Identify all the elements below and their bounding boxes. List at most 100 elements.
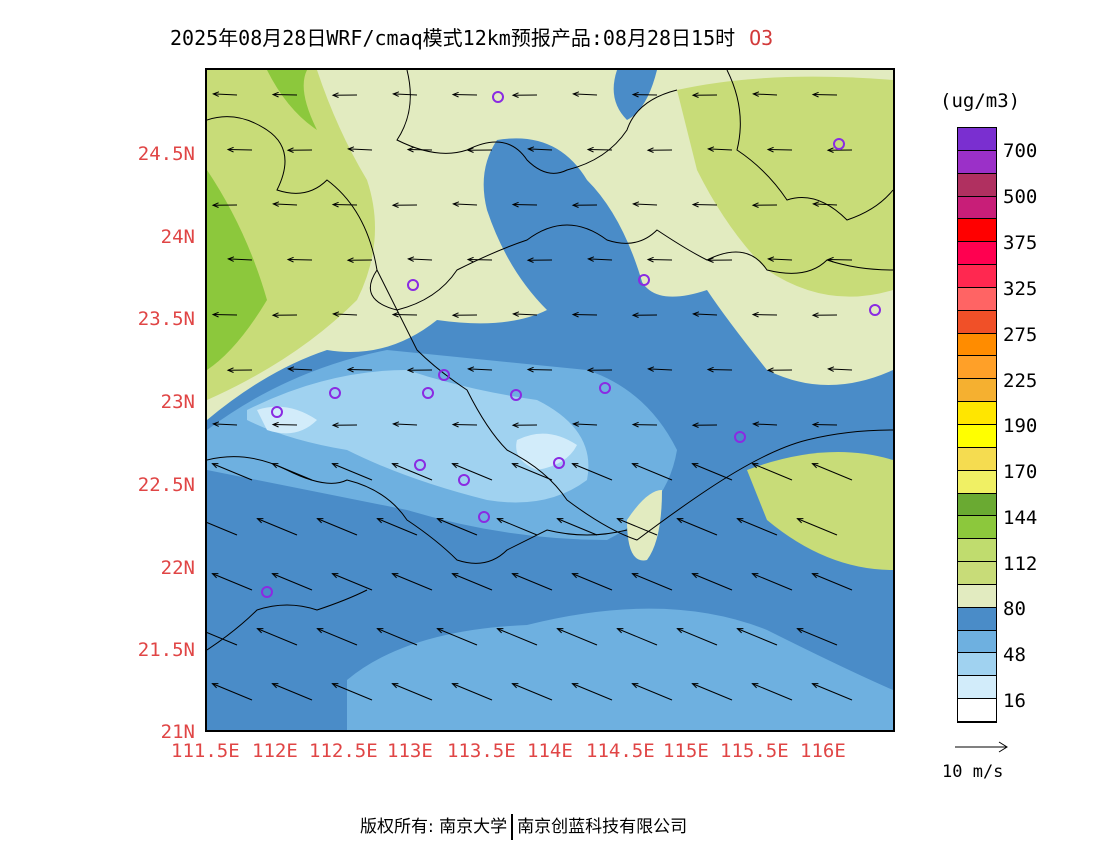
wind-arrow-icon: [271, 683, 313, 701]
lon-label: 111.5E: [171, 740, 240, 762]
wind-arrow-icon: [526, 257, 553, 263]
color-scale-segment: [958, 493, 996, 517]
wind-arrow-icon: [707, 146, 733, 152]
wind-arrow-icon: [511, 573, 553, 591]
wind-arrow-icon: [812, 201, 838, 207]
station-marker-icon: [599, 382, 611, 394]
wind-arrow-icon: [376, 628, 418, 646]
wind-arrow-icon: [451, 421, 478, 428]
color-scale-label: 275: [1003, 324, 1038, 346]
wind-arrow-icon: [616, 628, 658, 646]
color-scale-segment: [958, 196, 996, 220]
color-scale-segment: [958, 676, 996, 700]
wind-arrow-icon: [631, 683, 673, 701]
color-scale-label: 190: [1003, 415, 1038, 437]
wind-arrow-icon: [212, 91, 238, 97]
wind-arrow-icon: [616, 518, 658, 536]
company-name: 南京创蓝科技有限公司: [517, 817, 688, 837]
wind-arrow-icon: [691, 92, 718, 98]
wind-arrow-icon: [406, 146, 433, 153]
color-scale-label: 170: [1003, 461, 1038, 483]
green-patch-far-west: [207, 170, 267, 370]
wind-arrow-icon: [211, 573, 253, 591]
wind-scale-label: 10 m/s: [942, 762, 1004, 782]
wind-arrow-icon: [271, 573, 313, 591]
lat-label: 21.5N: [137, 639, 195, 661]
wind-arrow-icon: [752, 421, 778, 427]
wind-arrow-icon: [811, 91, 838, 98]
lon-label: 115.5E: [720, 740, 789, 762]
wind-arrow-icon: [736, 518, 778, 536]
wind-arrow-icon: [691, 573, 733, 591]
station-marker-icon: [329, 387, 341, 399]
wind-arrow-icon: [451, 463, 493, 481]
wind-arrow-icon: [811, 421, 838, 428]
color-scale-label: 48: [1003, 644, 1026, 666]
wind-arrow-icon: [451, 312, 478, 318]
wind-arrow-icon: [706, 366, 733, 373]
wind-arrow-icon: [796, 518, 838, 536]
wind-arrow-icon: [572, 91, 598, 97]
color-scale-label: 16: [1003, 690, 1026, 712]
station-marker-icon: [422, 387, 434, 399]
wind-arrow-icon: [751, 463, 793, 481]
color-scale-label: 375: [1003, 232, 1038, 254]
wind-arrow-icon: [451, 683, 493, 701]
color-scale-segment: [958, 310, 996, 334]
wind-arrow-icon: [767, 256, 793, 262]
legend-unit: (ug/m3): [940, 90, 1021, 112]
wind-arrow-icon: [391, 311, 418, 318]
wind-arrow-icon: [451, 573, 493, 591]
wind-arrow-icon: [811, 683, 853, 701]
wind-arrow-icon: [571, 463, 613, 481]
wind-arrow-icon: [392, 421, 418, 427]
wind-arrow-icon: [631, 573, 673, 591]
wind-arrow-icon: [391, 463, 433, 481]
pearl-river-patch: [516, 433, 577, 470]
lon-label: 113E: [387, 740, 433, 762]
wind-arrow-icon: [511, 463, 553, 481]
wind-arrow-icon: [316, 628, 358, 646]
wind-arrow-icon: [631, 312, 658, 318]
wind-arrow-icon: [452, 201, 478, 207]
color-scale-segment: [958, 173, 996, 197]
color-scale-segment: [958, 356, 996, 380]
wind-arrow-icon: [211, 202, 238, 208]
color-scale-segment: [958, 516, 996, 540]
station-marker-icon: [833, 138, 845, 150]
wind-arrow-icon: [526, 366, 553, 373]
wind-arrow-icon: [347, 146, 373, 152]
color-scale-label: 112: [1003, 553, 1038, 575]
wind-arrow-icon: [811, 573, 853, 591]
wind-arrow-icon: [811, 463, 853, 481]
wind-arrow-icon: [207, 522, 238, 536]
color-scale-segment: [958, 653, 996, 677]
wind-arrow-icon: [391, 573, 433, 591]
wind-arrow-icon: [827, 366, 853, 372]
wind-arrow-icon: [331, 573, 373, 591]
wind-arrow-icon: [391, 683, 433, 701]
wind-arrow-icon: [811, 312, 838, 318]
wind-arrow-icon: [632, 201, 658, 207]
color-scale-label: 225: [1003, 370, 1038, 392]
wind-arrow-icon: [226, 367, 253, 373]
wind-arrow-icon: [646, 256, 673, 263]
sea-light-region: [347, 608, 893, 730]
wind-arrow-icon: [331, 683, 373, 701]
green-patch-east: [677, 76, 893, 297]
wind-arrow-icon: [586, 146, 613, 153]
wind-arrow-icon: [766, 367, 793, 373]
lat-label: 24.5N: [137, 143, 195, 165]
color-scale-label: 325: [1003, 278, 1038, 300]
pollutant-label: O3: [749, 26, 774, 50]
station-marker-icon: [438, 369, 450, 381]
wind-arrow-icon: [766, 146, 793, 153]
wind-arrow-icon: [331, 92, 358, 98]
lat-label: 23.5N: [137, 308, 195, 330]
station-marker-icon: [407, 279, 419, 291]
wind-arrow-icon: [751, 311, 778, 318]
wind-arrow-icon: [467, 366, 493, 372]
wind-arrow-icon: [392, 91, 418, 97]
footer-divider: [511, 814, 514, 840]
wind-arrow-icon: [676, 628, 718, 646]
